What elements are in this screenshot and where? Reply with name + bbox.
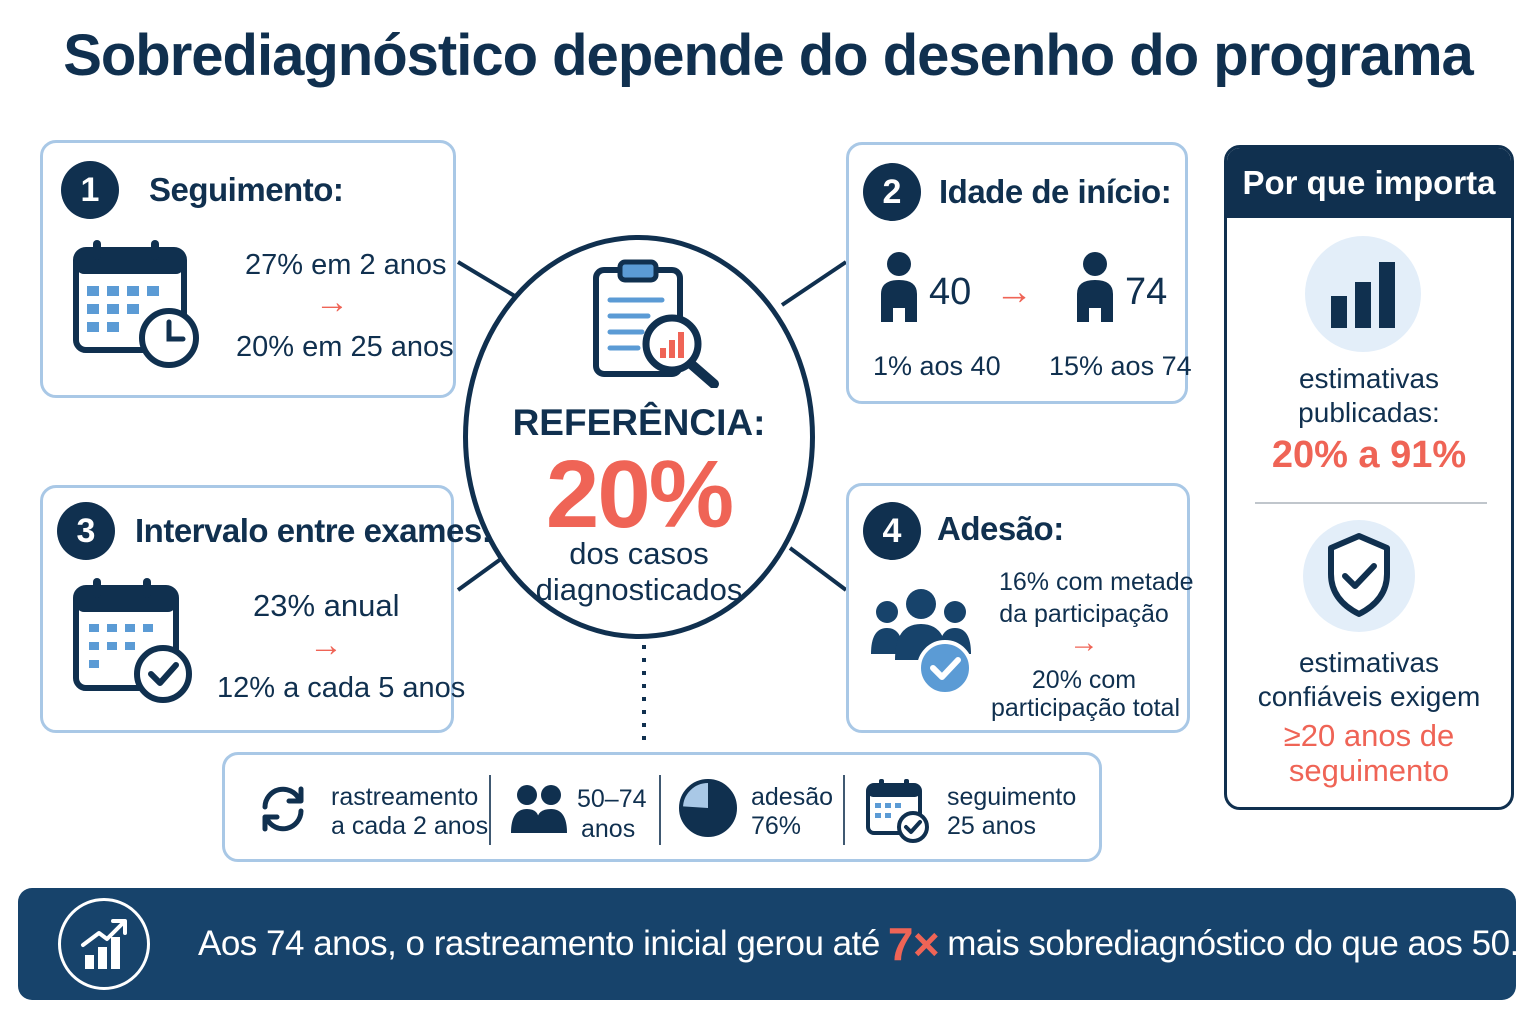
adherence-line2a: 20% com bbox=[1031, 666, 1137, 694]
published-estimates-range: 20% a 91% bbox=[1271, 434, 1467, 476]
people-check-icon bbox=[869, 582, 979, 702]
base-item-1-line1: rastreamento bbox=[331, 783, 479, 811]
calendar-clock-icon bbox=[71, 238, 201, 368]
card-start-age: 2 Idade de início: 40 → 74 1% aos 40 15%… bbox=[846, 142, 1192, 404]
person-icon bbox=[877, 250, 921, 330]
base-item-4-line1: seguimento bbox=[947, 783, 1077, 811]
base-item-3-line2: 76% bbox=[751, 812, 802, 840]
card-title: Idade de início: bbox=[939, 173, 1172, 210]
people-icon bbox=[509, 781, 569, 837]
pie-slice-adherence bbox=[681, 781, 735, 835]
adherence-line1a: 16% com metade bbox=[999, 568, 1194, 596]
followup-line1: 27% em 2 anos bbox=[245, 249, 447, 281]
person-icon bbox=[1073, 250, 1117, 330]
stat-to: 15% aos 74 bbox=[1049, 351, 1192, 381]
card-followup: 1 Seguimento: 27% em 2 anos → 20% em 25 … bbox=[40, 140, 456, 398]
base-item-2-line2: anos bbox=[581, 815, 636, 843]
card-title: Intervalo entre exames: bbox=[135, 512, 493, 549]
page-title: Sobrediagnóstico depende do desenho do p… bbox=[63, 23, 1474, 88]
reference-circle: REFERÊNCIA: 20% dos casos diagnosticados bbox=[463, 235, 815, 639]
block1-line1: estimativas bbox=[1298, 363, 1440, 394]
bar-separator bbox=[489, 775, 491, 845]
step-number-2: 2 bbox=[863, 163, 921, 221]
block2-line2: confiáveis exigem bbox=[1257, 681, 1481, 712]
stat-from: 1% aos 40 bbox=[873, 351, 1001, 381]
block1-line2: publicadas: bbox=[1298, 397, 1440, 428]
base-scenario-bar: rastreamento a cada 2 anos 50–74 anos ad… bbox=[222, 752, 1102, 862]
base-item-3-line1: adesão bbox=[751, 783, 834, 811]
refresh-icon bbox=[255, 781, 311, 837]
bar-separator bbox=[659, 775, 661, 845]
key-finding-text: Aos 74 anos, o rastreamento inicial gero… bbox=[198, 888, 1519, 1000]
interval-arrow: → bbox=[309, 626, 343, 664]
growth-chart-icon bbox=[58, 898, 150, 990]
shield-check-icon bbox=[1303, 520, 1415, 632]
side-panel-header: Por que importa bbox=[1227, 148, 1511, 218]
bar-separator bbox=[843, 775, 845, 845]
calendar-check-icon bbox=[865, 777, 931, 843]
base-item-4-line2: 25 anos bbox=[947, 812, 1036, 840]
card-title: Adesão: bbox=[937, 510, 1064, 547]
base-item-1-line2: a cada 2 anos bbox=[331, 812, 489, 840]
interval-line2: 12% a cada 5 anos bbox=[217, 672, 466, 704]
age-to: 74 bbox=[1125, 271, 1168, 313]
side-panel-why-it-matters: Por que importa estimativas publicadas: … bbox=[1224, 145, 1514, 810]
reference-sub-line1: dos casos bbox=[569, 536, 709, 571]
card-title: Seguimento: bbox=[149, 171, 344, 208]
interval-line1: 23% anual bbox=[253, 588, 400, 623]
adherence-line2b: participação total bbox=[991, 694, 1181, 722]
reference-value: 20% bbox=[545, 441, 734, 548]
adherence-arrow: → bbox=[1069, 626, 1099, 659]
required-followup-line1: ≥20 anos de bbox=[1283, 718, 1455, 753]
card-interval: 3 Intervalo entre exames: 23% anual → 12… bbox=[40, 485, 493, 733]
reference-sub-line2: diagnosticados bbox=[535, 572, 743, 607]
card-adherence: 4 Adesão: 16% com metade da participação… bbox=[846, 483, 1194, 733]
followup-arrow: → bbox=[315, 283, 349, 321]
finding-emphasis: 7× bbox=[887, 918, 940, 970]
calendar-check-icon bbox=[71, 576, 201, 706]
finding-text-before: Aos 74 anos, o rastreamento inicial gero… bbox=[198, 924, 880, 963]
step-number-4: 4 bbox=[863, 502, 921, 560]
bar-chart-icon bbox=[1305, 236, 1421, 352]
key-finding-banner: Aos 74 anos, o rastreamento inicial gero… bbox=[18, 888, 1519, 1000]
finding-text-after: mais sobrediagnóstico do que aos 50. bbox=[947, 924, 1519, 963]
block2-line1: estimativas bbox=[1298, 647, 1440, 678]
pie-chart-icon bbox=[677, 777, 739, 839]
adherence-line1b: da participação bbox=[999, 600, 1169, 628]
followup-line2: 20% em 25 anos bbox=[236, 331, 454, 363]
step-number-3: 3 bbox=[57, 502, 115, 560]
age-from: 40 bbox=[929, 271, 972, 313]
step-number-1: 1 bbox=[61, 161, 119, 219]
reference-label: REFERÊNCIA: bbox=[512, 402, 766, 443]
panel-divider bbox=[1255, 502, 1487, 504]
base-item-2-line1: 50–74 bbox=[577, 785, 647, 813]
age-arrow: → bbox=[995, 271, 1033, 313]
required-followup-line2: seguimento bbox=[1288, 753, 1450, 788]
clipboard-magnifier-icon bbox=[586, 258, 726, 388]
